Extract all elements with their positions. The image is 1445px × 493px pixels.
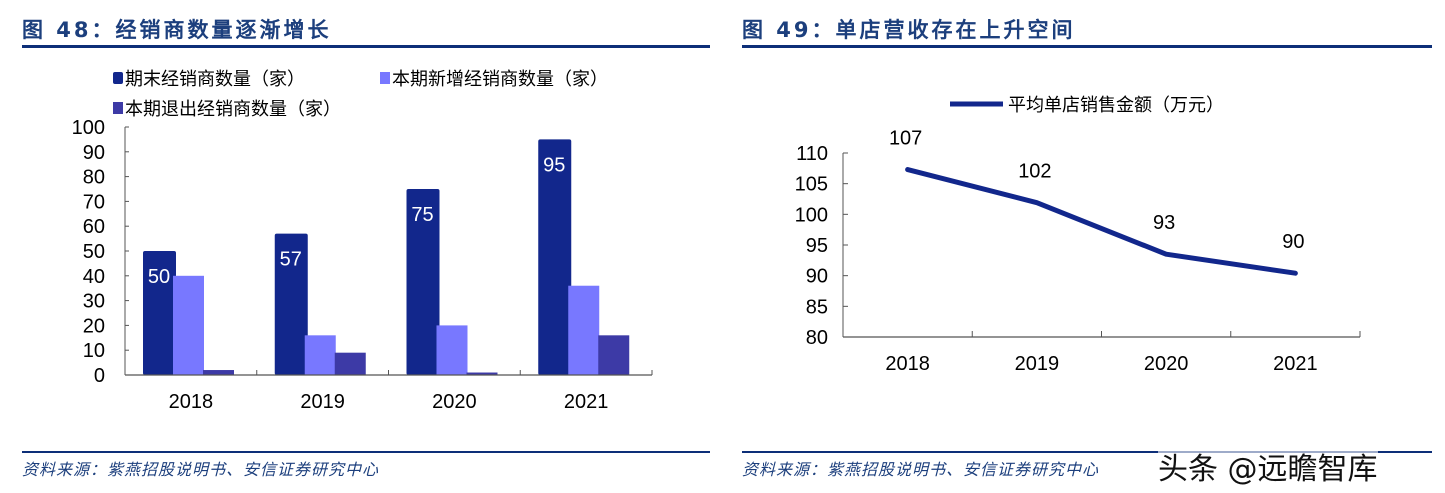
left-title-rule <box>22 45 710 48</box>
bar <box>568 285 600 375</box>
left-chart-title: 图 48：经销商数量逐渐增长 <box>22 18 332 42</box>
y-tick-label: 40 <box>83 266 105 288</box>
bar <box>274 233 308 375</box>
bar-data-label: 57 <box>280 249 302 271</box>
y-tick-label: 105 <box>795 174 828 196</box>
bar <box>466 372 498 375</box>
bar <box>203 370 234 375</box>
legend-label: 平均单店销售金额（万元） <box>1008 95 1224 116</box>
left-footer-rule <box>22 451 710 453</box>
legend-label: 本期退出经销商数量（家） <box>125 99 341 120</box>
y-tick-label: 60 <box>83 216 105 238</box>
line-data-label: 93 <box>1153 212 1175 234</box>
y-tick-label: 50 <box>83 241 105 263</box>
y-tick-label: 70 <box>83 191 105 213</box>
bar <box>538 139 572 375</box>
line-data-label: 102 <box>1018 161 1051 183</box>
watermark: 头条 @远瞻智库 <box>1158 444 1378 488</box>
x-tick-label: 2018 <box>885 353 930 375</box>
x-tick-label: 2018 <box>169 391 214 413</box>
y-tick-label: 20 <box>83 315 105 337</box>
legend-label: 期末经销商数量（家） <box>125 69 305 90</box>
y-tick-label: 80 <box>806 327 828 349</box>
line-path <box>905 167 1298 276</box>
left-bar-chart: 期末经销商数量（家） 本期新增经销商数量（家） 本期退出经销商数量（家） 0 10 20… <box>72 69 653 413</box>
right-source-note: 资料来源：紫燕招股说明书、安信证券研究中心 <box>742 460 1100 479</box>
y-tick-label: 10 <box>83 340 105 362</box>
bar <box>304 335 336 375</box>
bar <box>334 352 366 375</box>
y-tick-label: 95 <box>806 235 828 257</box>
line-data-label: 90 <box>1282 231 1304 253</box>
right-title-rule <box>742 45 1432 48</box>
legend-swatch <box>113 72 123 84</box>
y-tick-label: 100 <box>72 117 105 139</box>
y-tick-label: 100 <box>795 204 828 226</box>
x-tick-label: 2020 <box>1144 353 1189 375</box>
x-tick-label: 2020 <box>432 391 477 413</box>
bar-data-label: 75 <box>411 204 433 226</box>
bar <box>598 335 630 375</box>
y-tick-label: 90 <box>806 266 828 288</box>
y-tick-label: 0 <box>94 365 105 387</box>
x-tick-label: 2019 <box>1015 353 1060 375</box>
x-tick-label: 2021 <box>1273 353 1318 375</box>
right-footer-rule <box>742 451 1432 453</box>
y-tick-label: 30 <box>83 291 105 313</box>
right-chart-title: 图 49：单店营收存在上升空间 <box>742 18 1076 42</box>
bar <box>406 189 440 375</box>
left-x-axis: 2018 2019 2020 2021 <box>124 370 653 413</box>
left-chart-legend: 期末经销商数量（家） 本期新增经销商数量（家） 本期退出经销商数量（家） <box>113 69 608 120</box>
right-line-chart: 平均单店销售金额（万元） 80 85 90 95 100 105 110 107 102 93 9… <box>795 95 1361 375</box>
line-data-label: 107 <box>889 128 922 150</box>
bar <box>143 251 176 375</box>
legend-swatch <box>380 72 390 84</box>
legend-swatch <box>113 102 123 114</box>
left-source-note: 资料来源：紫燕招股说明书、安信证券研究中心 <box>22 460 380 479</box>
right-line-series: 107 102 93 90 <box>889 128 1305 276</box>
left-bars: 50 57 75 95 <box>143 139 630 375</box>
x-tick-label: 2021 <box>564 391 609 413</box>
y-tick-label: 85 <box>806 296 828 318</box>
x-tick-label: 2019 <box>300 391 345 413</box>
right-x-axis: 2018 2019 2020 2021 <box>842 331 1361 375</box>
bar <box>173 275 204 375</box>
bar-data-label: 50 <box>148 266 170 288</box>
y-tick-label: 90 <box>83 142 105 164</box>
y-tick-label: 80 <box>83 167 105 189</box>
legend-label: 本期新增经销商数量（家） <box>392 69 608 90</box>
right-chart-legend: 平均单店销售金额（万元） <box>950 95 1224 116</box>
y-tick-label: 110 <box>796 143 828 165</box>
right-y-axis: 80 85 90 95 100 105 110 <box>795 143 848 349</box>
bar-data-label: 95 <box>543 154 565 176</box>
bar <box>436 325 468 375</box>
